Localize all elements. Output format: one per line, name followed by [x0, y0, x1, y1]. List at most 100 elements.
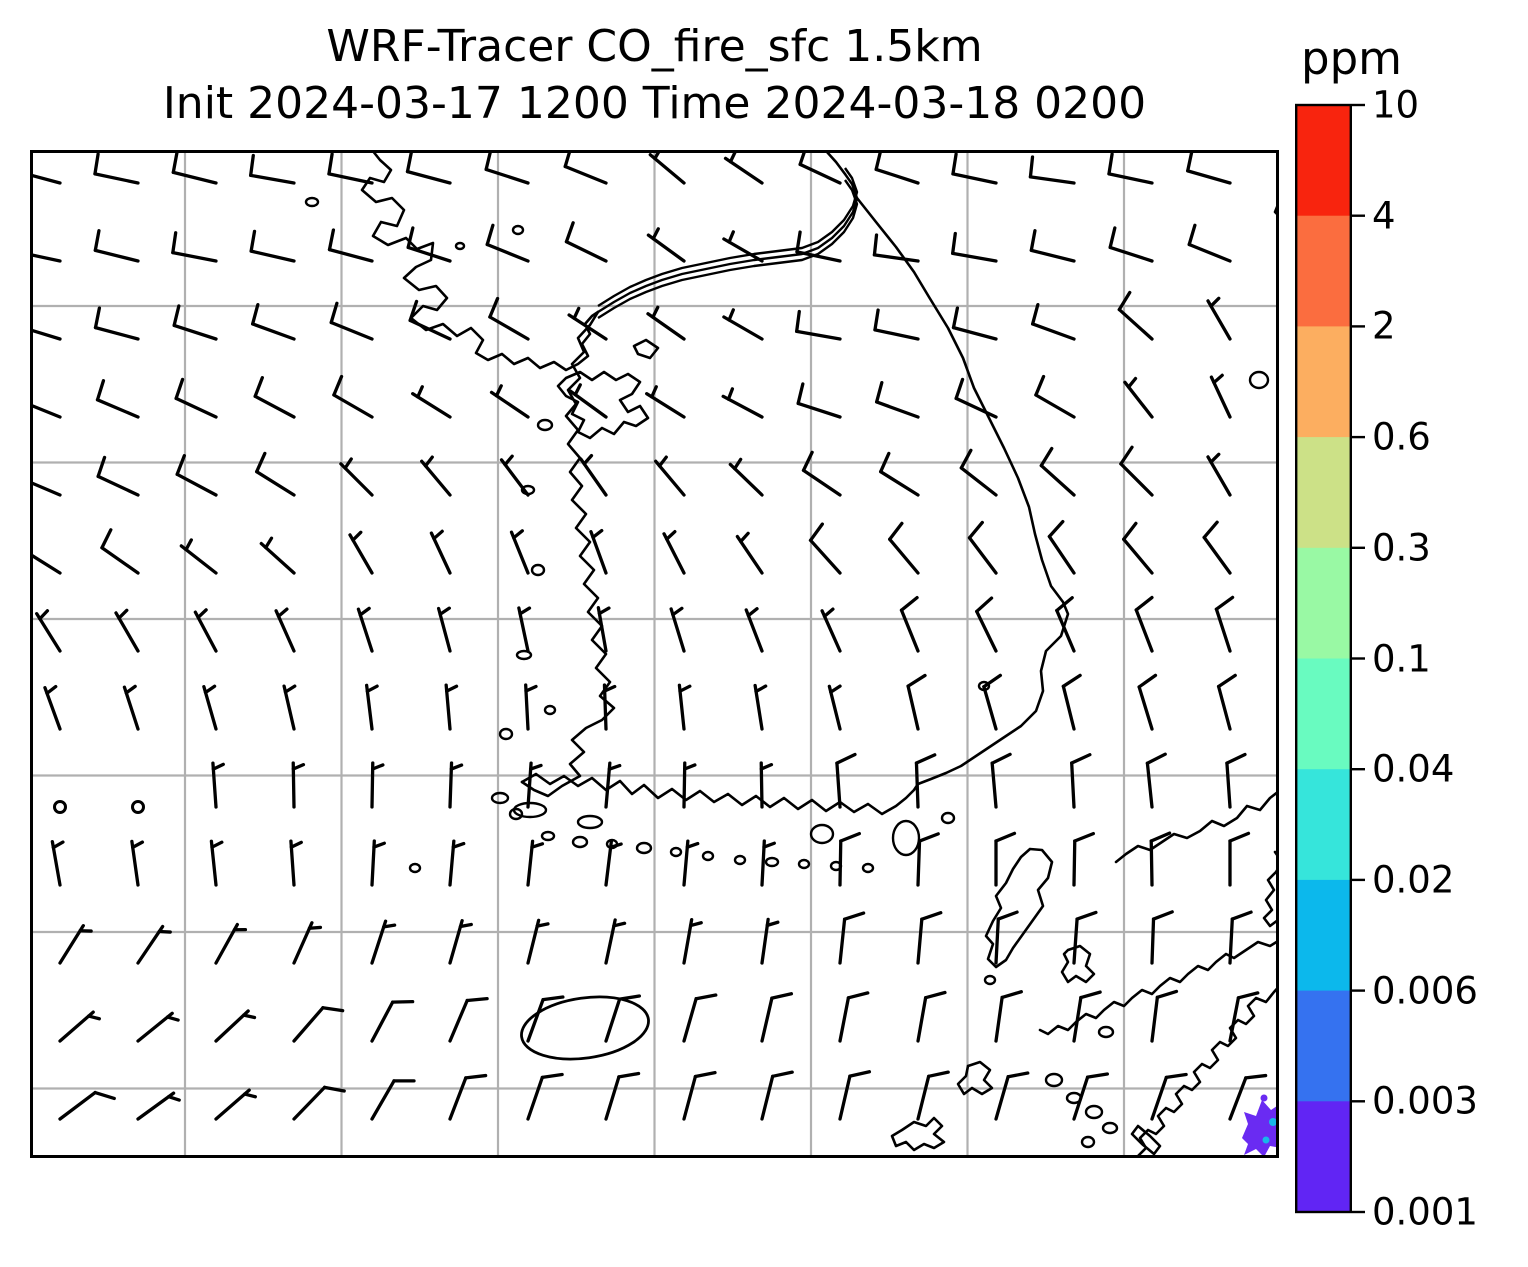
wind-barb-feather — [1039, 446, 1054, 468]
colorbar-tick-label: 0.3 — [1372, 526, 1431, 570]
island — [635, 841, 653, 855]
wind-barb-feather — [251, 302, 260, 326]
coastline — [821, 150, 847, 176]
wind-barb-feather — [1202, 520, 1219, 540]
wind-barb-staff — [1150, 995, 1160, 1043]
coastline — [1060, 944, 1096, 984]
wind-barb-staff — [835, 761, 842, 809]
wind-barb-feather — [1047, 520, 1065, 539]
wind-barb-staff — [916, 839, 922, 887]
wind-barb-staff — [370, 1000, 395, 1043]
wind-barb-feather — [727, 230, 735, 244]
wind-barb-staff — [682, 997, 698, 1043]
wind-barb-staff — [370, 1079, 396, 1121]
wind-barb-feather — [607, 763, 622, 771]
wind-barb-feather — [449, 763, 464, 771]
wind-barb-feather — [253, 376, 264, 398]
island — [540, 830, 556, 842]
colorbar-segment — [1295, 326, 1352, 438]
wind-barb-feather — [1070, 753, 1092, 765]
co-plume-speck — [1269, 1118, 1277, 1126]
coastline — [632, 338, 660, 360]
wind-barb-staff — [951, 325, 998, 341]
wind-barb-feather — [996, 910, 1019, 921]
co-plume-dot — [1260, 1094, 1268, 1102]
island — [861, 862, 875, 874]
colorbar-unit-label: ppm — [1301, 32, 1402, 85]
coastline — [1130, 1124, 1162, 1156]
wind-barb-staff — [1108, 245, 1154, 263]
wind-barb-staff — [796, 401, 842, 419]
wind-barb-staff — [888, 537, 920, 575]
wind-barb-staff — [951, 172, 998, 185]
wind-barb-staff — [872, 253, 920, 263]
wind-barb-staff — [95, 398, 140, 419]
wind-barb-feather — [438, 606, 451, 616]
wind-barb-feather — [873, 308, 880, 332]
wind-barb-feather — [795, 230, 802, 254]
wind-barb-feather — [93, 306, 102, 330]
wind-barb-feather — [759, 763, 774, 771]
wind-barb-staff — [604, 997, 622, 1043]
wind-barb-feather — [365, 684, 379, 693]
wind-barb-feather — [795, 309, 801, 334]
wind-barb-feather — [899, 595, 919, 612]
wind-barb-feather — [327, 152, 334, 176]
wind-barb-feather — [100, 528, 113, 550]
wind-barb-feather — [994, 831, 1017, 843]
wind-barb-feather — [343, 457, 353, 470]
colorbar-tick-label: 0.1 — [1372, 637, 1431, 680]
wind-barb-staff — [875, 400, 920, 419]
island — [701, 850, 715, 862]
wind-barb-feather — [175, 454, 186, 476]
colorbar-tick-label: 0.6 — [1372, 415, 1431, 459]
wind-barb-staff — [1186, 169, 1232, 185]
wind-barb-staff — [916, 1074, 931, 1121]
island — [454, 241, 466, 251]
colorbar-segment — [1295, 547, 1352, 659]
wind-barb-staff — [30, 252, 62, 263]
wind-barb-feather — [255, 451, 267, 474]
wind-barb-staff — [93, 248, 140, 263]
wind-barb-feather — [465, 997, 489, 1003]
wind-barb-feather — [914, 753, 937, 765]
wind-barb-feather — [835, 752, 857, 765]
wind-barb-feather — [535, 922, 550, 928]
wind-barb-feather — [432, 529, 444, 541]
wind-barb-staff — [249, 249, 296, 263]
coastline — [1136, 984, 1279, 1158]
wind-barb-feather — [322, 1085, 346, 1093]
wind-barb-staff — [808, 538, 842, 575]
colorbar-tick-label: 4 — [1372, 194, 1396, 238]
wind-barb-feather — [573, 383, 582, 397]
wind-barb-feather — [1075, 910, 1098, 921]
wind-barb-feather — [597, 606, 611, 616]
wind-barb-feather — [96, 455, 107, 479]
island — [304, 196, 320, 208]
wind-barb-feather — [541, 995, 565, 1002]
coastline — [556, 370, 650, 440]
wind-barb-feather — [770, 992, 794, 1000]
wind-barb-feather — [358, 606, 371, 617]
island — [940, 811, 956, 825]
island — [490, 791, 510, 805]
island — [1097, 1025, 1115, 1039]
wind-barb-feather — [727, 308, 735, 322]
wind-barb-staff — [172, 323, 218, 341]
wind-barb-staff — [838, 996, 851, 1043]
wind-barb-feather — [1225, 752, 1247, 765]
colorbar-tick-label: 0.003 — [1372, 1079, 1478, 1123]
wind-barb-feather — [1145, 752, 1167, 765]
wind-barb-feather — [888, 521, 904, 541]
wind-barb-feather — [329, 301, 339, 325]
wind-barb-feather — [612, 921, 627, 928]
wind-barb-feather — [874, 150, 883, 172]
wind-barb-feather — [243, 1092, 257, 1099]
wind-barb-feather — [1209, 296, 1221, 308]
wind-barb-feather — [754, 684, 768, 694]
wind-barb-feather — [494, 384, 503, 398]
wind-barb-feather — [1000, 990, 1023, 1000]
wind-barb-feather — [1228, 831, 1251, 843]
plot-title: WRF-Tracer CO_fire_sfc 1.5km — [326, 21, 983, 72]
wind-barb-feather — [1079, 990, 1102, 1000]
